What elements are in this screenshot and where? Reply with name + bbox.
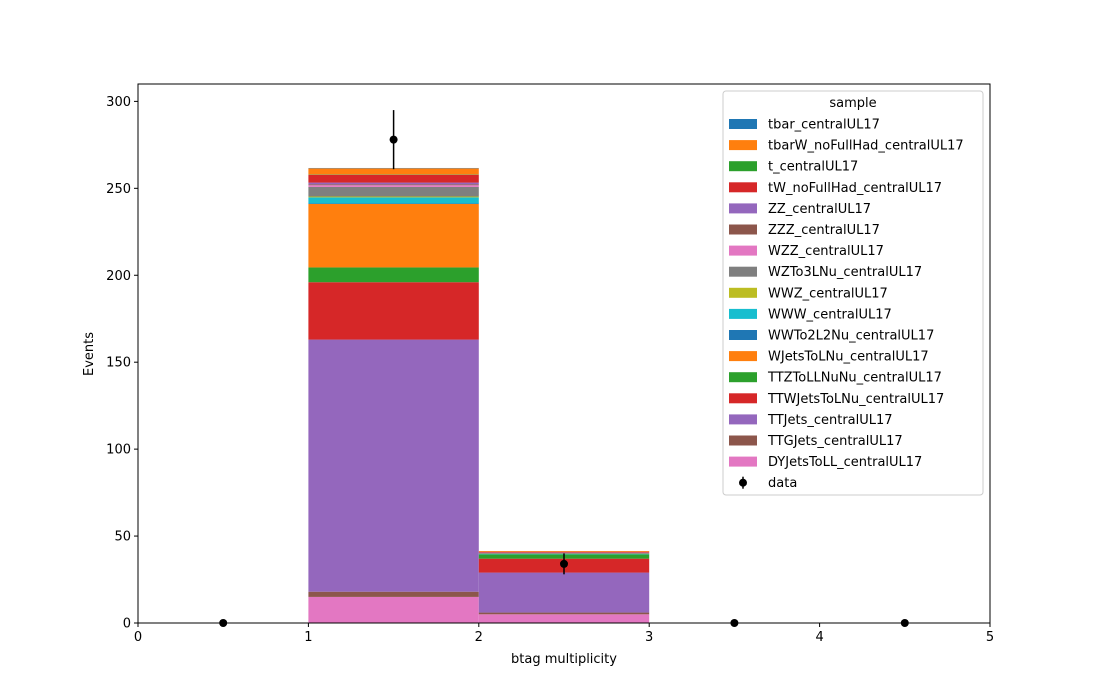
data-point-1 bbox=[389, 135, 398, 144]
legend-swatch-3 bbox=[729, 182, 757, 193]
bar-0-bin-2 bbox=[478, 614, 650, 623]
x-tick-label-4: 4 bbox=[815, 630, 823, 645]
x-tick-label-0: 0 bbox=[134, 630, 142, 645]
legend-label-14: TTJets_centralUL17 bbox=[767, 413, 893, 428]
legend-label-0: tbar_centralUL17 bbox=[768, 118, 880, 133]
legend-swatch-4 bbox=[729, 203, 757, 214]
y-tick-label-2: 100 bbox=[106, 443, 131, 458]
legend-swatch-10 bbox=[729, 330, 757, 340]
bar-4-bin-1 bbox=[308, 267, 479, 283]
legend-label-1: tbarW_noFullHad_centralUL17 bbox=[768, 139, 964, 154]
legend-swatch-15 bbox=[729, 435, 757, 446]
legend-swatch-0 bbox=[729, 119, 757, 129]
y-tick-label-4: 200 bbox=[106, 269, 131, 284]
legend-label-8: WWZ_centralUL17 bbox=[768, 286, 888, 301]
legend-items: tbar_centralUL17 tbarW_noFullHad_centralU… bbox=[729, 118, 964, 491]
legend-label-2: t_centralUL17 bbox=[768, 160, 858, 175]
y-axis-label: Events bbox=[82, 332, 97, 376]
legend-label-13: TTWJetsToLNu_centralUL17 bbox=[767, 392, 944, 407]
bar-1-bin-1 bbox=[308, 591, 479, 597]
bar-2-bin-2 bbox=[478, 572, 650, 613]
bar-10-bin-1 bbox=[308, 185, 479, 187]
legend-label-3: tW_noFullHad_centralUL17 bbox=[768, 181, 942, 196]
x-tick-label-1: 1 bbox=[304, 630, 312, 645]
legend-swatch-8 bbox=[729, 287, 757, 298]
bar-5-bin-1 bbox=[308, 203, 479, 268]
legend-swatch-2 bbox=[729, 161, 757, 172]
bar-0-bin-1 bbox=[308, 596, 479, 623]
y-tick-label-5: 250 bbox=[106, 182, 131, 197]
bars-layer bbox=[308, 167, 650, 623]
legend-label-15: TTGJets_centralUL17 bbox=[767, 434, 903, 449]
y-axis-ticks: 0 50 100 150 200 250 300 bbox=[106, 95, 138, 632]
data-point-2 bbox=[560, 559, 568, 568]
x-tick-label-5: 5 bbox=[986, 630, 994, 645]
legend-swatch-9 bbox=[729, 308, 757, 319]
bar-12-bin-1 bbox=[308, 182, 479, 185]
bar-7-bin-1 bbox=[308, 197, 479, 204]
bar-1-bin-2 bbox=[478, 612, 650, 615]
legend-label-16: DYJetsToLL_centralUL17 bbox=[768, 455, 922, 470]
legend-title: sample bbox=[829, 96, 876, 111]
legend-swatch-1 bbox=[729, 140, 757, 151]
legend-label-4: ZZ_centralUL17 bbox=[768, 202, 871, 217]
legend-label-7: WZTo3LNu_centralUL17 bbox=[768, 265, 922, 280]
x-tick-label-2: 2 bbox=[475, 630, 483, 645]
legend-label-11: WJetsToLNu_centralUL17 bbox=[768, 350, 929, 365]
bar-9-bin-2 bbox=[478, 552, 650, 554]
bar-8-bin-1 bbox=[308, 196, 479, 198]
bar-6-bin-1 bbox=[308, 203, 479, 204]
legend-label-10: WWTo2L2Nu_centralUL17 bbox=[768, 329, 934, 344]
legend-swatch-11 bbox=[729, 351, 757, 362]
bar-15-bin-1 bbox=[308, 168, 479, 175]
legend-swatch-6 bbox=[729, 245, 757, 256]
legend-swatch-13 bbox=[729, 393, 757, 404]
legend-swatch-16 bbox=[729, 456, 757, 467]
bar-13-bin-1 bbox=[308, 174, 479, 183]
y-tick-label-0: 0 bbox=[123, 617, 131, 632]
legend-label-6: WZZ_centralUL17 bbox=[768, 244, 884, 259]
legend-swatch-5 bbox=[729, 224, 757, 235]
legend-swatch-7 bbox=[729, 266, 757, 277]
x-axis-ticks: 0 1 2 3 4 5 bbox=[134, 623, 994, 645]
legend-data-marker bbox=[739, 478, 747, 487]
bar-11-bin-1 bbox=[308, 184, 479, 186]
plot-frame bbox=[137, 83, 991, 624]
y-tick-label-6: 300 bbox=[106, 95, 131, 110]
y-tick-label-1: 50 bbox=[114, 530, 131, 545]
x-axis-label: btag multiplicity bbox=[511, 652, 617, 667]
legend-swatch-14 bbox=[729, 414, 757, 425]
legend-swatch-12 bbox=[729, 372, 757, 383]
bar-9-bin-1 bbox=[308, 186, 479, 197]
legend: sample tbar_centralUL17 tbarW_noFullHad_c… bbox=[722, 90, 984, 496]
legend-box bbox=[722, 90, 984, 496]
legend-label-5: ZZZ_centralUL17 bbox=[768, 223, 880, 238]
bar-3-bin-1 bbox=[308, 282, 479, 340]
legend-label-9: WWW_centralUL17 bbox=[768, 307, 892, 322]
y-tick-label-3: 150 bbox=[106, 356, 131, 371]
legend-label-12: TTZToLLNuNu_centralUL17 bbox=[767, 371, 942, 386]
bar-15-bin-2 bbox=[478, 551, 650, 552]
bar-2-bin-1 bbox=[308, 339, 479, 592]
bar-13-bin-2 bbox=[478, 551, 650, 553]
x-tick-label-3: 3 bbox=[645, 630, 653, 645]
legend-label-data: data bbox=[768, 476, 797, 491]
